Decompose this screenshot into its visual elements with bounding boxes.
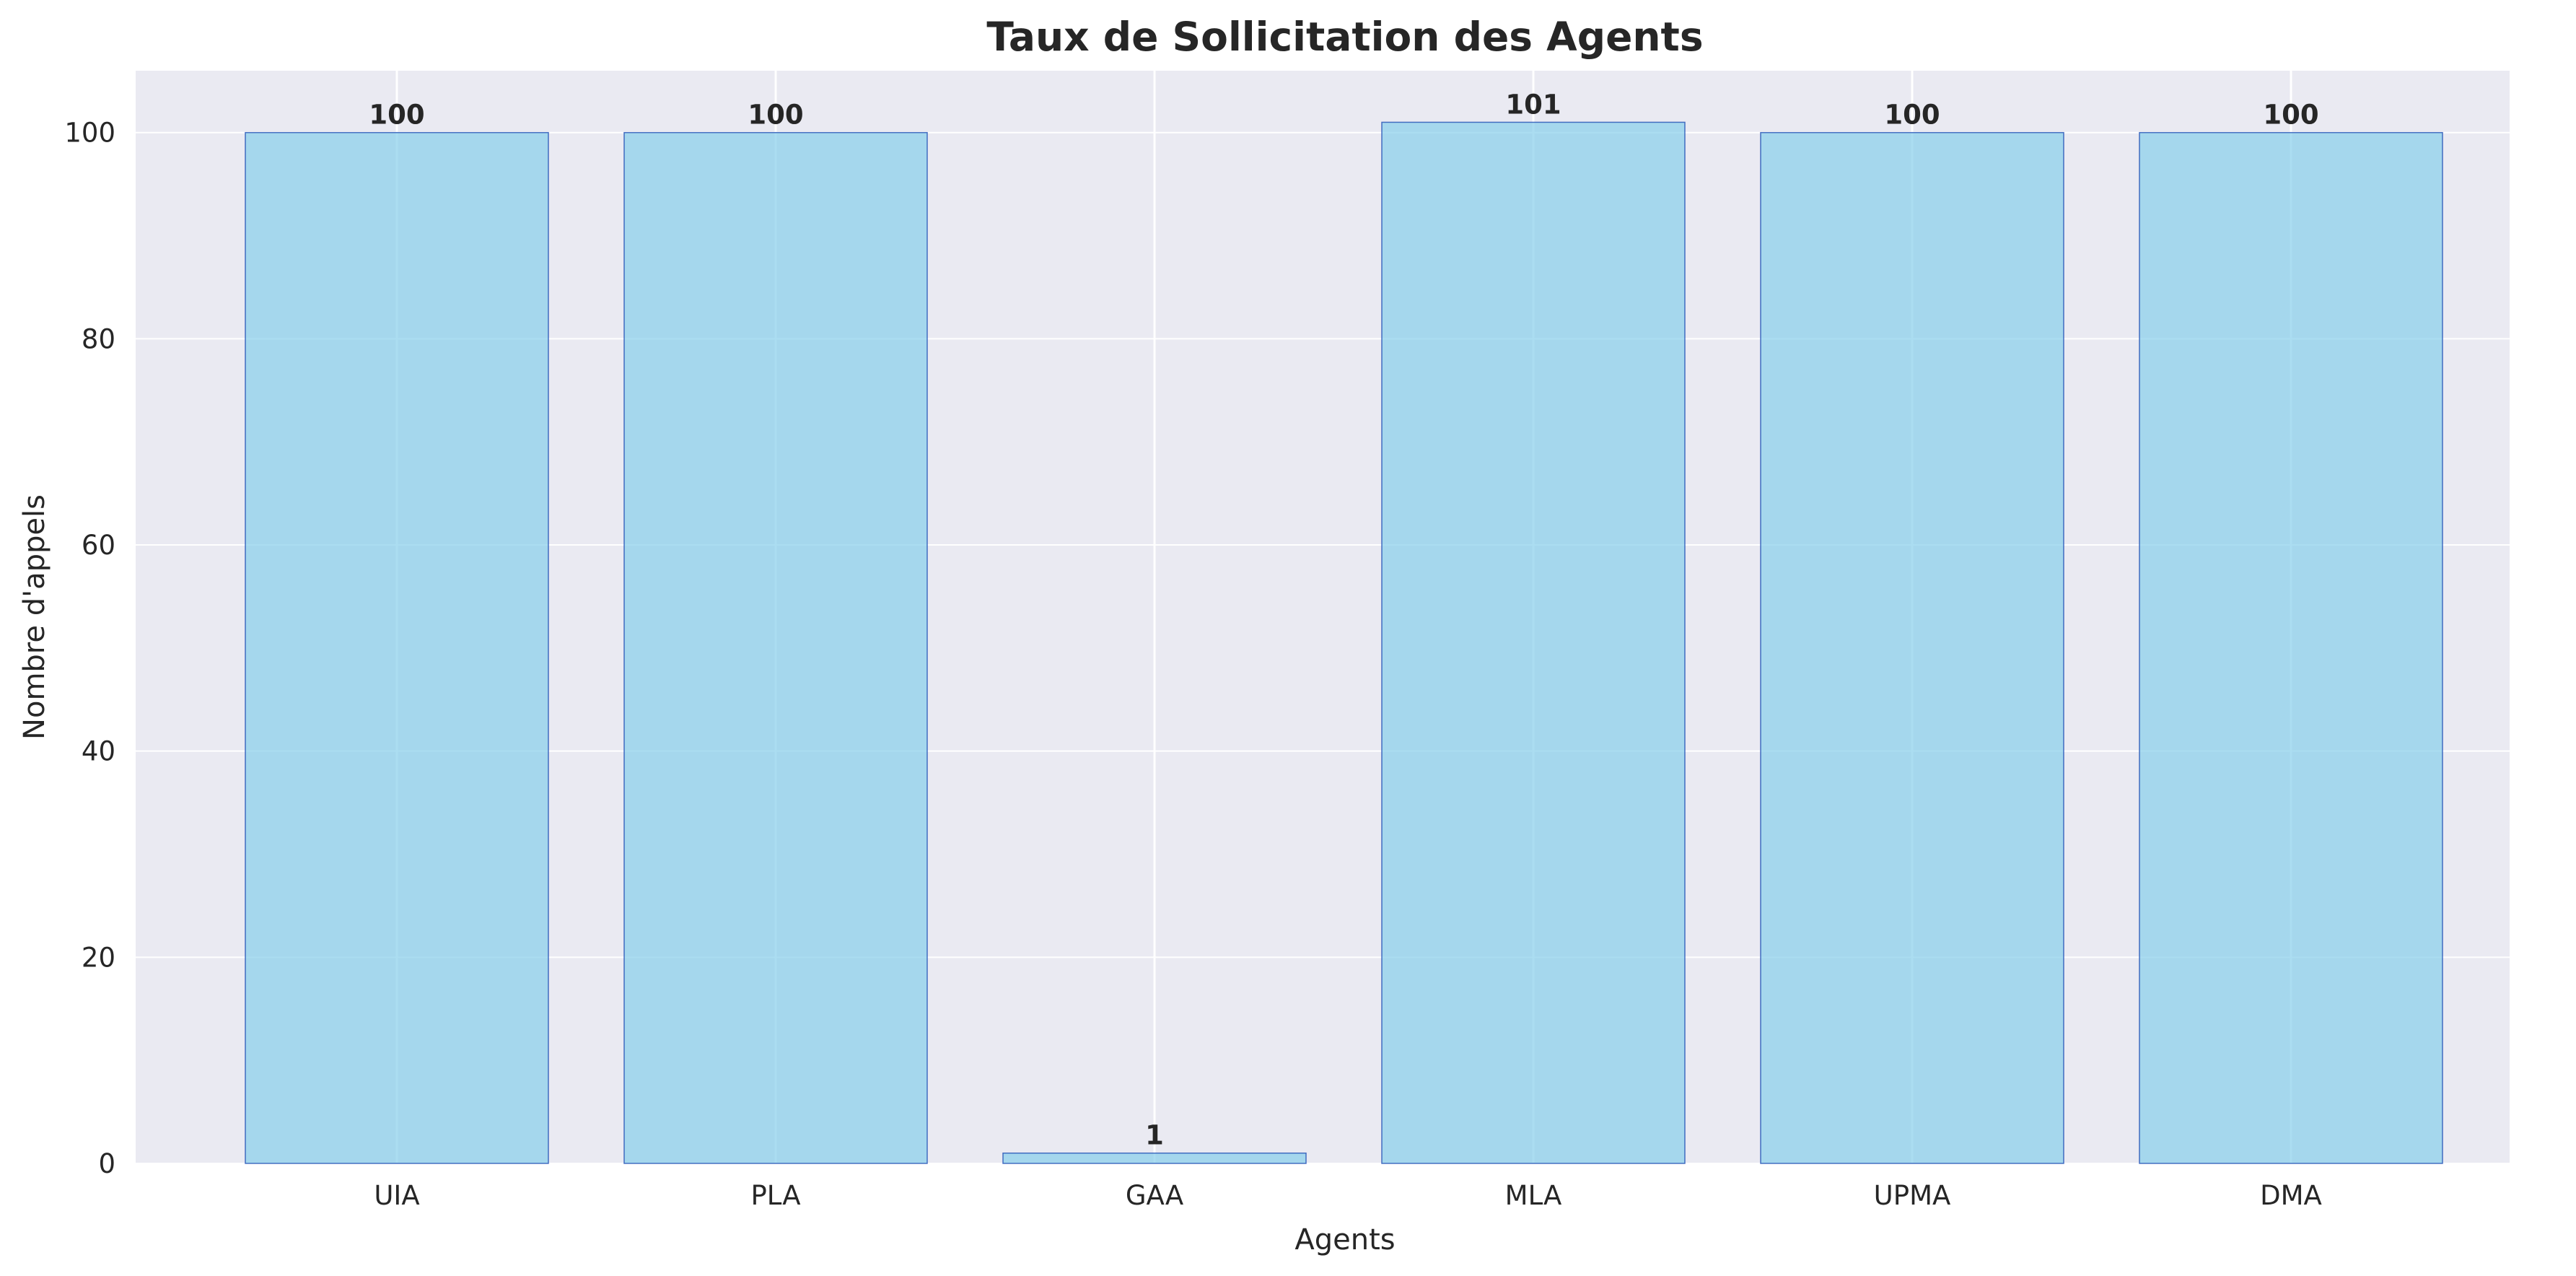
x-tick-label: PLA <box>750 1180 800 1211</box>
y-tick-label: 20 <box>82 942 115 973</box>
bar-pla <box>623 131 928 1164</box>
data-label: 100 <box>369 100 424 131</box>
y-tick-label: 0 <box>98 1148 115 1179</box>
x-tick-label: GAA <box>1126 1180 1183 1211</box>
bar-upma <box>1760 131 2064 1164</box>
data-label: 101 <box>1505 89 1561 120</box>
x-tick-labels: UIA PLA GAA MLA UPMA DMA <box>374 1180 2322 1211</box>
x-tick-label: MLA <box>1505 1180 1562 1211</box>
bars <box>245 121 2443 1164</box>
y-tick-labels: 0 20 40 60 80 100 <box>64 118 115 1179</box>
chart-title: Taux de Sollicitation des Agents <box>986 14 1703 60</box>
data-labels: 100 100 1 101 100 100 <box>369 89 2318 1150</box>
bar-uia <box>245 131 549 1164</box>
data-label: 100 <box>2263 100 2318 131</box>
y-tick-label: 60 <box>82 530 115 561</box>
data-label: 100 <box>1884 100 1940 131</box>
x-tick-label: DMA <box>2260 1180 2322 1211</box>
y-tick-label: 80 <box>82 323 115 354</box>
bar-dma <box>2139 131 2443 1164</box>
data-label: 1 <box>1145 1120 1164 1151</box>
x-tick-label: UPMA <box>1874 1180 1951 1211</box>
y-tick-label: 100 <box>64 118 115 149</box>
bar-mla <box>1381 121 1686 1164</box>
x-tick-label: UIA <box>374 1180 419 1211</box>
data-label: 100 <box>748 100 803 131</box>
bar-gaa <box>1002 1152 1307 1164</box>
y-axis-label: Nombre d'appels <box>18 494 51 740</box>
y-tick-label: 40 <box>82 736 115 767</box>
x-axis-label: Agents <box>1294 1223 1395 1257</box>
